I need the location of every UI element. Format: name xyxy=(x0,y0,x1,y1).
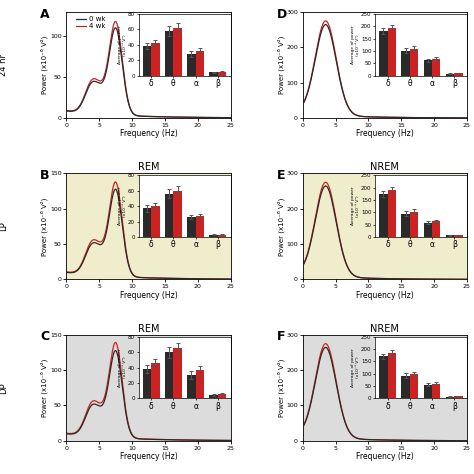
Title: REM: REM xyxy=(137,324,159,334)
Text: C: C xyxy=(40,330,49,343)
Text: DP: DP xyxy=(0,382,9,393)
Title: REM: REM xyxy=(137,163,159,173)
Legend: 0 wk, 4 wk: 0 wk, 4 wk xyxy=(73,13,109,32)
X-axis label: Frequency (Hz): Frequency (Hz) xyxy=(356,129,414,138)
Y-axis label: Power (x10⁻⁶ V²): Power (x10⁻⁶ V²) xyxy=(41,358,48,417)
X-axis label: Frequency (Hz): Frequency (Hz) xyxy=(119,452,177,461)
X-axis label: Frequency (Hz): Frequency (Hz) xyxy=(119,291,177,300)
Title: NREM: NREM xyxy=(370,324,399,334)
Text: LP: LP xyxy=(0,221,9,231)
Y-axis label: Power (x10⁻⁶ V²): Power (x10⁻⁶ V²) xyxy=(41,197,48,255)
Title: NREM: NREM xyxy=(370,163,399,173)
Text: F: F xyxy=(276,330,285,343)
Y-axis label: Power (x10⁻⁶ V²): Power (x10⁻⁶ V²) xyxy=(277,36,285,94)
Text: 24 hr: 24 hr xyxy=(0,54,9,76)
Text: B: B xyxy=(40,169,50,182)
Text: D: D xyxy=(276,8,287,20)
Y-axis label: Power (x10⁻⁶ V²): Power (x10⁻⁶ V²) xyxy=(277,197,285,255)
Y-axis label: Power (x10⁻⁶ V²): Power (x10⁻⁶ V²) xyxy=(41,36,48,94)
Y-axis label: Power (x10⁻⁶ V²): Power (x10⁻⁶ V²) xyxy=(277,358,285,417)
Text: E: E xyxy=(276,169,285,182)
X-axis label: Frequency (Hz): Frequency (Hz) xyxy=(356,452,414,461)
X-axis label: Frequency (Hz): Frequency (Hz) xyxy=(119,129,177,138)
Text: A: A xyxy=(40,8,50,20)
X-axis label: Frequency (Hz): Frequency (Hz) xyxy=(356,291,414,300)
